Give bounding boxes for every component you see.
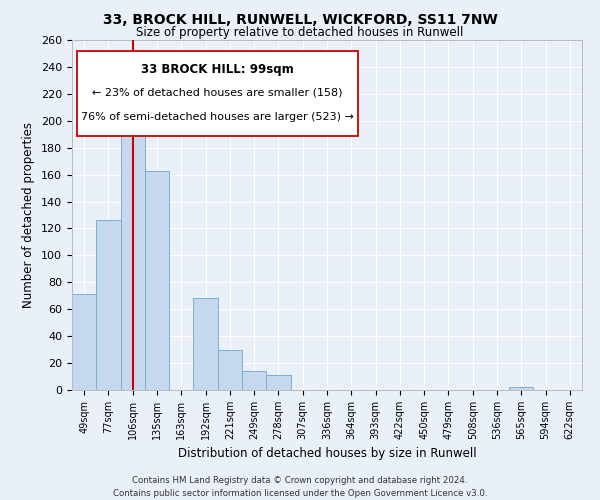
Text: ← 23% of detached houses are smaller (158): ← 23% of detached houses are smaller (15…	[92, 87, 343, 97]
X-axis label: Distribution of detached houses by size in Runwell: Distribution of detached houses by size …	[178, 448, 476, 460]
Bar	[145, 170, 169, 390]
Text: Size of property relative to detached houses in Runwell: Size of property relative to detached ho…	[136, 26, 464, 39]
Y-axis label: Number of detached properties: Number of detached properties	[22, 122, 35, 308]
Text: Contains HM Land Registry data © Crown copyright and database right 2024.
Contai: Contains HM Land Registry data © Crown c…	[113, 476, 487, 498]
Bar	[96, 220, 121, 390]
Text: 33 BROCK HILL: 99sqm: 33 BROCK HILL: 99sqm	[141, 62, 294, 76]
Bar	[72, 294, 96, 390]
Bar	[242, 371, 266, 390]
Text: 33, BROCK HILL, RUNWELL, WICKFORD, SS11 7NW: 33, BROCK HILL, RUNWELL, WICKFORD, SS11 …	[103, 12, 497, 26]
Bar	[218, 350, 242, 390]
Bar	[121, 116, 145, 390]
Bar	[509, 388, 533, 390]
Bar	[193, 298, 218, 390]
FancyBboxPatch shape	[77, 50, 358, 136]
Text: 76% of semi-detached houses are larger (523) →: 76% of semi-detached houses are larger (…	[81, 112, 354, 122]
Bar	[266, 375, 290, 390]
